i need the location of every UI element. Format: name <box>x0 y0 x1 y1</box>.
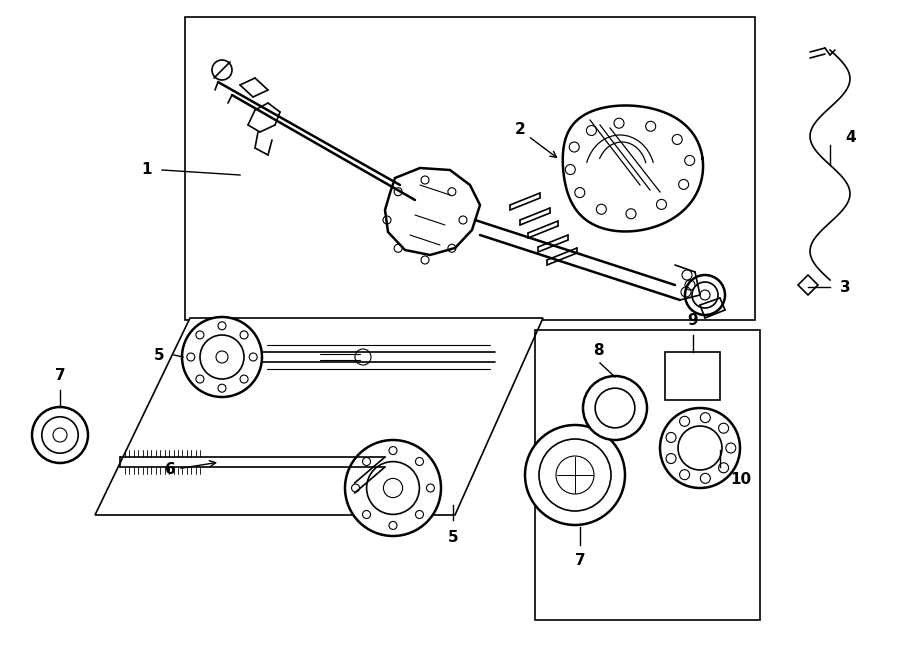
Text: 3: 3 <box>840 280 850 295</box>
Text: 8: 8 <box>593 343 603 358</box>
Text: 5: 5 <box>153 348 164 362</box>
Bar <box>185 17 755 320</box>
Bar <box>665 352 720 400</box>
Text: 4: 4 <box>845 130 856 145</box>
Polygon shape <box>95 318 543 515</box>
Text: 7: 7 <box>55 368 66 383</box>
Polygon shape <box>385 168 480 255</box>
Circle shape <box>345 440 441 536</box>
Circle shape <box>32 407 88 463</box>
Text: 9: 9 <box>688 313 698 328</box>
Text: 6: 6 <box>165 461 216 477</box>
Bar <box>535 330 760 620</box>
Circle shape <box>660 408 740 488</box>
Polygon shape <box>798 275 818 295</box>
Text: 10: 10 <box>730 472 752 487</box>
Text: 1: 1 <box>141 163 152 178</box>
Text: 5: 5 <box>447 530 458 545</box>
Text: 7: 7 <box>575 553 585 568</box>
Circle shape <box>182 317 262 397</box>
Circle shape <box>525 425 625 525</box>
Text: 2: 2 <box>515 122 556 157</box>
Circle shape <box>583 376 647 440</box>
